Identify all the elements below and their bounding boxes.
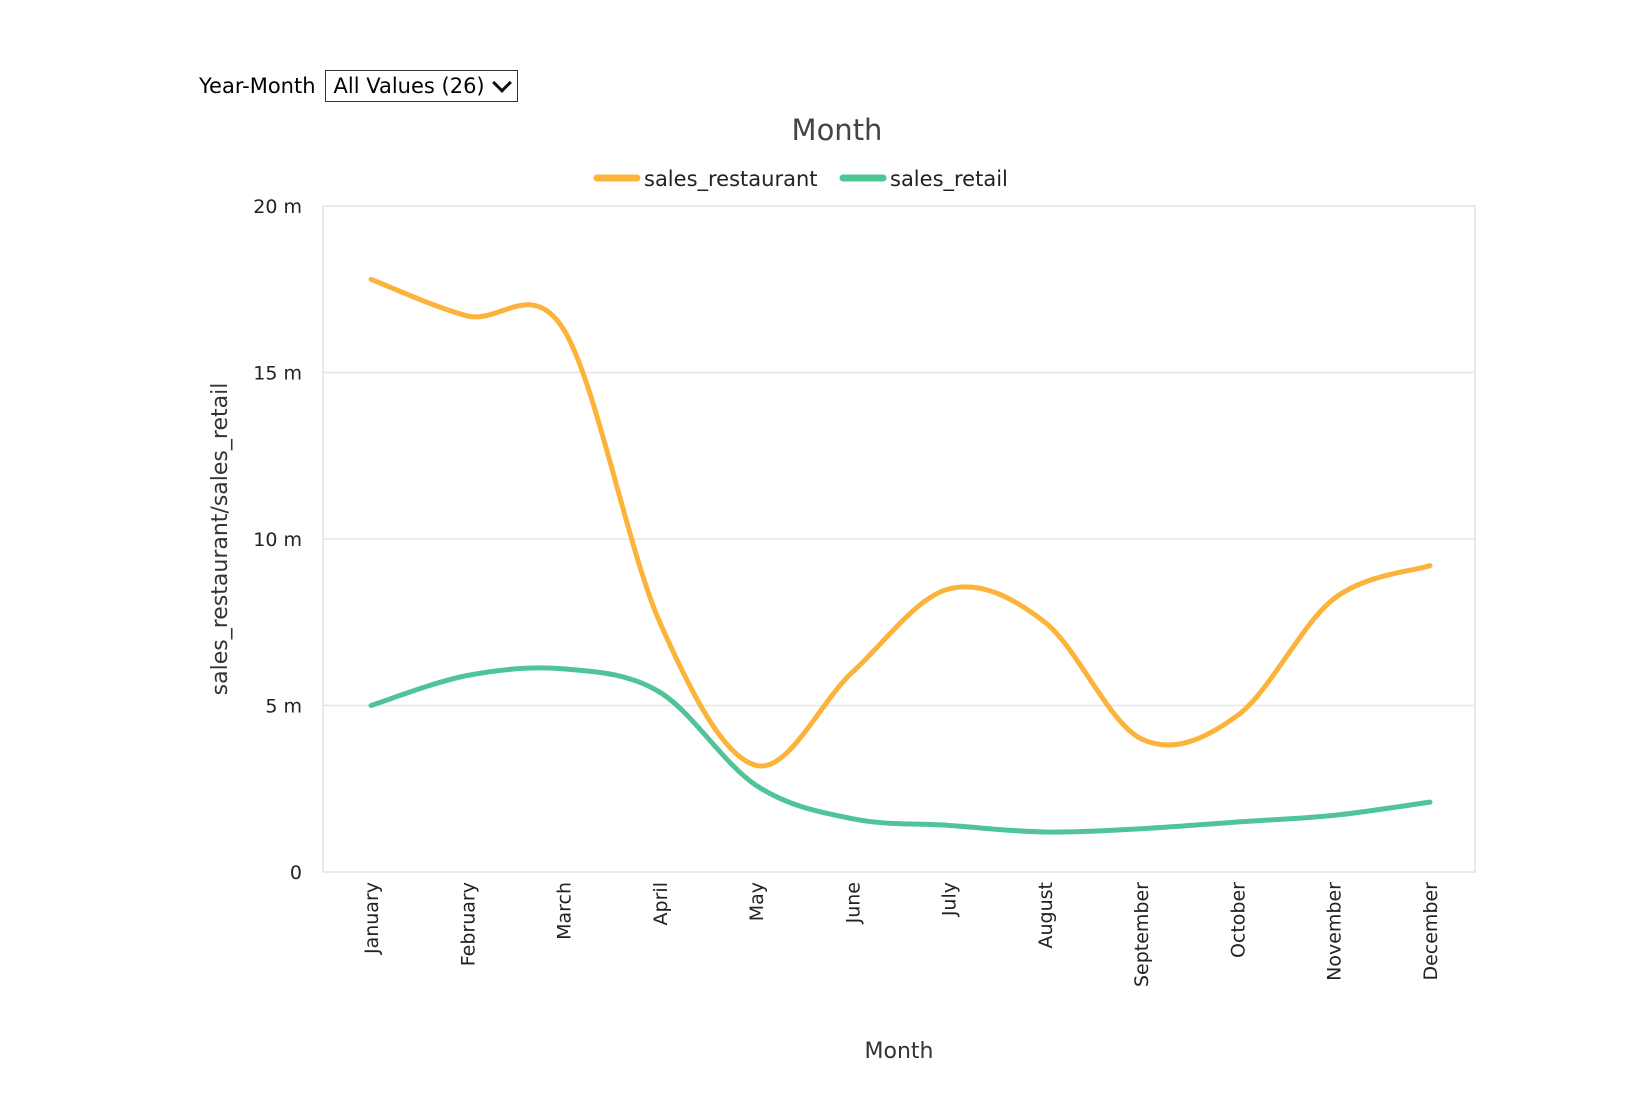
y-tick-label: 10 m: [253, 529, 302, 551]
y-tick-label: 15 m: [253, 363, 302, 385]
filter-label: Year-Month: [199, 74, 316, 98]
y-tick-label: 5 m: [265, 696, 302, 718]
year-month-select[interactable]: All Values (26): [324, 70, 518, 102]
y-tick-label: 20 m: [253, 196, 302, 218]
y-tick-label: 0: [290, 862, 302, 884]
select-value: All Values (26): [333, 74, 485, 98]
x-axis-title: Month: [865, 1039, 934, 1064]
legend-label: sales_restaurant: [644, 167, 818, 192]
x-tick-label: March: [554, 882, 576, 940]
series-line-sales-restaurant: [368, 276, 1433, 769]
x-tick-label: January: [361, 882, 383, 955]
x-axis-ticks: January February March April May June July Augu…: [361, 882, 1442, 987]
x-tick-label: October: [1227, 882, 1249, 958]
series-lines: [368, 276, 1433, 835]
chart-title: Month: [792, 113, 883, 147]
series-line-sales-retail: [368, 665, 1433, 835]
x-tick-label: December: [1420, 882, 1442, 981]
y-axis-ticks: 0 5 m 10 m 15 m 20 m: [253, 196, 302, 884]
grid-lines: [323, 371, 1475, 707]
x-tick-label: June: [842, 882, 864, 924]
x-tick-label: September: [1131, 882, 1153, 987]
plot-area-frame: [322, 205, 1476, 873]
x-tick-label: February: [457, 882, 479, 966]
x-tick-label: November: [1324, 882, 1346, 981]
y-axis-title: sales_restaurant/sales_retail: [208, 383, 233, 696]
year-month-filter: Year-Month All Values (26): [199, 70, 518, 102]
legend: sales_restaurant sales_retail: [593, 167, 1008, 192]
x-tick-label: July: [939, 882, 961, 917]
x-tick-label: May: [746, 882, 768, 921]
x-tick-label: April: [650, 882, 672, 925]
x-tick-label: August: [1035, 882, 1057, 949]
legend-label: sales_retail: [890, 167, 1008, 192]
